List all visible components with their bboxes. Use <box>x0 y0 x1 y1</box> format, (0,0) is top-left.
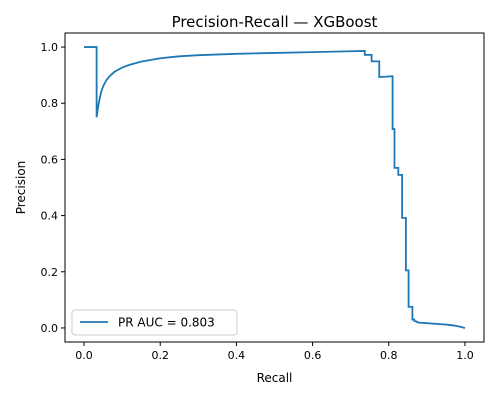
x-axis-ticks: 0.0 0.2 0.4 0.6 0.8 1.0 <box>75 342 474 362</box>
legend-label: PR AUC = 0.803 <box>118 316 215 330</box>
legend: PR AUC = 0.803 <box>71 309 238 336</box>
y-tick-label: 1.0 <box>41 41 59 54</box>
pr-curve-line <box>84 46 466 329</box>
y-tick-label: 0.6 <box>41 153 59 166</box>
y-tick-label: 0.8 <box>41 97 59 110</box>
legend-box <box>71 309 238 336</box>
y-axis-ticks: 0.0 0.2 0.4 0.6 0.8 1.0 <box>41 41 65 335</box>
x-tick-label: 0.8 <box>380 349 398 362</box>
y-tick-label: 0.4 <box>41 210 59 223</box>
x-tick-label: 0.0 <box>75 349 93 362</box>
x-tick-label: 0.4 <box>228 349 246 362</box>
series-layer <box>84 46 466 329</box>
x-tick-label: 0.6 <box>304 349 322 362</box>
y-axis-label: Precision <box>14 161 28 215</box>
x-axis-label: Recall <box>257 371 293 385</box>
chart-title: Precision-Recall — XGBoost <box>172 13 378 31</box>
plot-area <box>64 32 485 343</box>
y-tick-label: 0.0 <box>41 322 59 335</box>
y-tick-label: 0.2 <box>41 266 59 279</box>
x-tick-label: 0.2 <box>151 349 169 362</box>
x-tick-label: 1.0 <box>456 349 474 362</box>
